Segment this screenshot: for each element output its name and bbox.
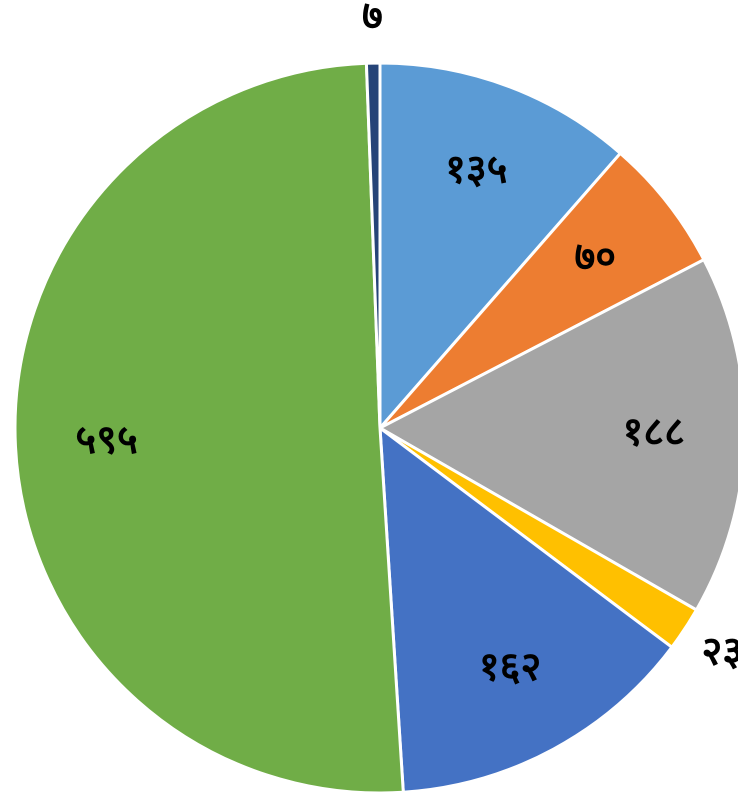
pie-slice [378,61,623,432]
pie-slice [378,424,674,794]
pie-slice [13,61,405,795]
pie-slice [378,151,706,430]
data-label: १६२ [479,644,541,690]
data-label: १३५ [445,147,507,193]
pie-slice [364,61,382,429]
data-label: १८८ [622,409,684,455]
data-label: २३ [701,629,738,675]
data-label: ७ [362,0,383,39]
data-label: ५९५ [75,417,137,463]
data-label: ७० [575,234,617,280]
pie-slice [376,257,738,612]
